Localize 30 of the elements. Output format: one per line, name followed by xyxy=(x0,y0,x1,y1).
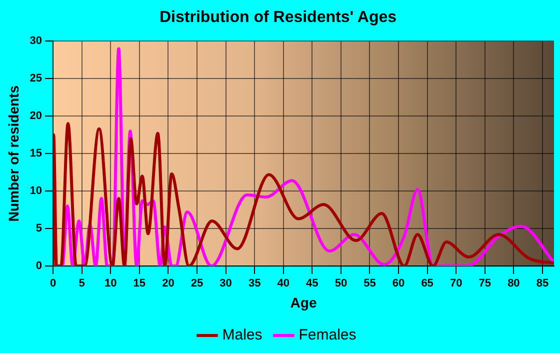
x-tick-label: 30 xyxy=(220,278,232,290)
x-tick-label: 40 xyxy=(277,278,290,290)
x-axis-title: Age xyxy=(290,294,317,310)
x-tick-label: 85 xyxy=(536,278,549,290)
x-tick-label: 35 xyxy=(248,278,261,290)
x-tick-label: 25 xyxy=(190,278,204,290)
y-tick-label: 0 xyxy=(36,260,42,272)
y-tick-label: 10 xyxy=(30,185,42,198)
x-tick-label: 80 xyxy=(508,278,520,290)
y-tick-label: 15 xyxy=(30,148,42,160)
x-tick-label: 15 xyxy=(133,278,146,290)
x-tick-label: 50 xyxy=(334,278,348,290)
x-tick-label: 20 xyxy=(162,278,174,290)
y-tick-label: 5 xyxy=(36,222,42,235)
y-axis-title: Number of residents xyxy=(5,85,22,222)
x-tick-label: 5 xyxy=(78,278,85,290)
y-tick-label: 20 xyxy=(30,110,42,122)
x-tick-label: 70 xyxy=(450,278,462,290)
legend-label: Males xyxy=(222,326,262,344)
legend-label: Females xyxy=(298,326,356,344)
y-tick-label: 25 xyxy=(30,72,42,85)
x-tick-label: 10 xyxy=(104,278,117,290)
x-tick-label: 75 xyxy=(478,278,492,290)
y-tick-label: 30 xyxy=(30,35,42,48)
x-tick-label: 0 xyxy=(50,278,56,290)
x-tick-label: 60 xyxy=(392,278,405,290)
x-tick-label: 45 xyxy=(306,278,318,290)
x-tick-label: 65 xyxy=(421,278,434,290)
chart-title: Distribution of Residents' Ages xyxy=(159,9,397,26)
x-tick-label: 55 xyxy=(364,278,376,290)
